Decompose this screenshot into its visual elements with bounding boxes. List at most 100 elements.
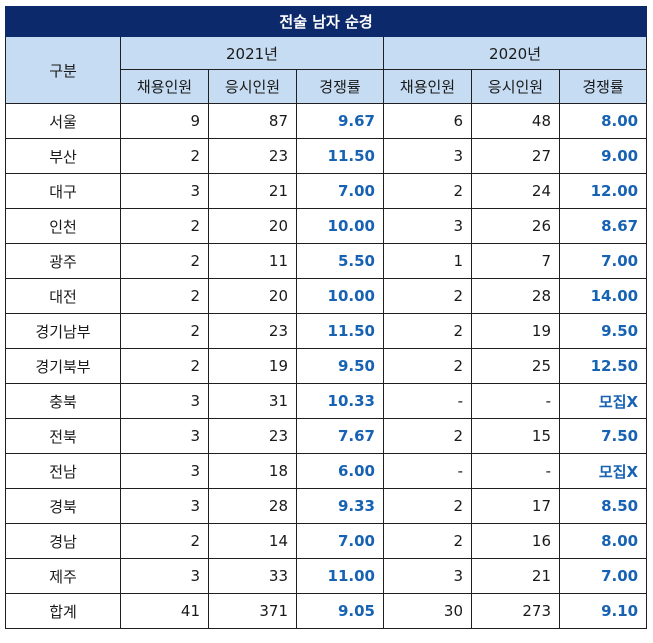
hired-2020-cell: - <box>383 453 472 489</box>
region-cell: 제주 <box>5 558 121 594</box>
rate-2021-cell: 11.50 <box>296 313 384 349</box>
hired-2021-cell: 2 <box>120 208 209 244</box>
hired-2020-cell: 3 <box>383 558 472 594</box>
rate-2021-cell: 9.05 <box>296 593 384 629</box>
hired-2020-cell: 2 <box>383 313 472 349</box>
table-row: 합계 41 371 9.05 30 273 9.10 <box>5 593 648 629</box>
hired-2021-cell: 3 <box>120 418 209 454</box>
table-row: 제주 3 33 11.00 3 21 7.00 <box>5 558 648 594</box>
rate-2020-cell: 12.00 <box>558 173 648 209</box>
table-body: 서울 9 87 9.67 6 48 8.00 부산 2 23 11.50 3 27 9.00 대구 3 21 7.… <box>5 103 648 629</box>
applicants-2020-cell: 273 <box>471 593 560 629</box>
applicants-2021-cell: 23 <box>208 138 297 174</box>
rate-2021-cell: 7.00 <box>296 173 384 209</box>
applicants-2021-cell: 33 <box>208 558 297 594</box>
rate-2021-cell: 10.00 <box>296 278 384 314</box>
applicants-2020-cell: 7 <box>471 243 560 279</box>
rate-2021-cell: 9.50 <box>296 348 384 384</box>
header-year-2021: 2021년 <box>120 36 384 70</box>
rate-2020-cell: 14.00 <box>558 278 648 314</box>
table-row: 전남 3 18 6.00- - 모집X <box>5 453 648 489</box>
hired-2020-cell: 2 <box>383 278 472 314</box>
table-row: 경기남부 2 23 11.50 2 19 9.50 <box>5 313 648 349</box>
header-category: 구분 <box>5 36 121 104</box>
applicants-2021-cell: 23 <box>208 418 297 454</box>
region-cell: 경기북부 <box>5 348 121 384</box>
applicants-2021-cell: 20 <box>208 208 297 244</box>
applicants-2020-cell: 48 <box>471 103 560 139</box>
rate-2021-cell: 11.00 <box>296 558 384 594</box>
rate-2020-cell: 모집X <box>558 453 648 489</box>
rate-2021-cell: 7.67 <box>296 418 384 454</box>
table-row: 대전 2 20 10.00 2 28 14.00 <box>5 278 648 314</box>
hired-2021-cell: 3 <box>120 488 209 524</box>
rate-2020-cell: 7.00 <box>558 558 648 594</box>
rate-2020-cell: 7.00 <box>558 243 648 279</box>
hired-2021-cell: 2 <box>120 313 209 349</box>
applicants-2021-cell: 19 <box>208 348 297 384</box>
rate-2020-cell: 모집X <box>558 383 648 419</box>
hired-2020-cell: 2 <box>383 348 472 384</box>
hired-2021-cell: 41 <box>120 593 209 629</box>
table-row: 대구 3 21 7.00 2 24 12.00 <box>5 173 648 209</box>
hired-2021-cell: 3 <box>120 453 209 489</box>
hired-2021-cell: 2 <box>120 348 209 384</box>
rate-2020-cell: 8.50 <box>558 488 648 524</box>
applicants-2020-cell: 27 <box>471 138 560 174</box>
region-cell: 대구 <box>5 173 121 209</box>
header-hired-2020: 채용인원 <box>383 69 472 104</box>
hired-2020-cell: 30 <box>383 593 472 629</box>
applicants-2020-cell: 26 <box>471 208 560 244</box>
applicants-2020-cell: 24 <box>471 173 560 209</box>
header-rate-2021: 경쟁률 <box>296 69 384 104</box>
applicants-2021-cell: 371 <box>208 593 297 629</box>
hired-2020-cell: 2 <box>383 418 472 454</box>
header-year-2020: 2020년 <box>382 36 648 70</box>
region-cell: 경기남부 <box>5 313 121 349</box>
rate-2021-cell: 9.67 <box>296 103 384 139</box>
applicants-2021-cell: 21 <box>208 173 297 209</box>
region-cell: 경북 <box>5 488 121 524</box>
hired-2021-cell: 2 <box>120 138 209 174</box>
region-cell: 충북 <box>5 383 121 419</box>
table-row: 경남 2 14 7.00 2 16 8.00 <box>5 523 648 559</box>
rate-2021-cell: 6.00 <box>296 453 384 489</box>
hired-2021-cell: 2 <box>120 278 209 314</box>
rate-2020-cell: 8.00 <box>558 523 648 559</box>
applicants-2021-cell: 23 <box>208 313 297 349</box>
applicants-2020-cell: 16 <box>471 523 560 559</box>
table-row: 서울 9 87 9.67 6 48 8.00 <box>5 103 648 139</box>
hired-2021-cell: 9 <box>120 103 209 139</box>
table-row: 경기북부 2 19 9.50 2 25 12.50 <box>5 348 648 384</box>
region-cell: 경남 <box>5 523 121 559</box>
rate-2020-cell: 8.00 <box>558 103 648 139</box>
applicants-2021-cell: 14 <box>208 523 297 559</box>
region-cell: 인천 <box>5 208 121 244</box>
table-row: 인천 2 20 10.00 3 26 8.67 <box>5 208 648 244</box>
applicants-2020-cell: 21 <box>471 558 560 594</box>
hired-2020-cell: 2 <box>383 173 472 209</box>
hired-2021-cell: 2 <box>120 243 209 279</box>
hired-2021-cell: 2 <box>120 523 209 559</box>
rate-2020-cell: 12.50 <box>558 348 648 384</box>
hired-2021-cell: 3 <box>120 383 209 419</box>
rate-2021-cell: 5.50 <box>296 243 384 279</box>
hired-2020-cell: - <box>383 383 472 419</box>
region-cell: 합계 <box>5 593 121 629</box>
rate-2020-cell: 9.00 <box>558 138 648 174</box>
region-cell: 부산 <box>5 138 121 174</box>
rate-2020-cell: 9.50 <box>558 313 648 349</box>
applicants-2021-cell: 31 <box>208 383 297 419</box>
applicants-2021-cell: 87 <box>208 103 297 139</box>
applicants-2020-cell: 19 <box>471 313 560 349</box>
table-row: 부산 2 23 11.50 3 27 9.00 <box>5 138 648 174</box>
rate-2020-cell: 7.50 <box>558 418 648 454</box>
rate-2021-cell: 9.33 <box>296 488 384 524</box>
header-applicants-2021: 응시인원 <box>208 69 297 104</box>
applicants-2021-cell: 18 <box>208 453 297 489</box>
applicants-2021-cell: 11 <box>208 243 297 279</box>
header-hired-2021: 채용인원 <box>120 69 209 104</box>
hired-2021-cell: 3 <box>120 558 209 594</box>
rate-2021-cell: 10.33 <box>296 383 384 419</box>
region-cell: 서울 <box>5 103 121 139</box>
